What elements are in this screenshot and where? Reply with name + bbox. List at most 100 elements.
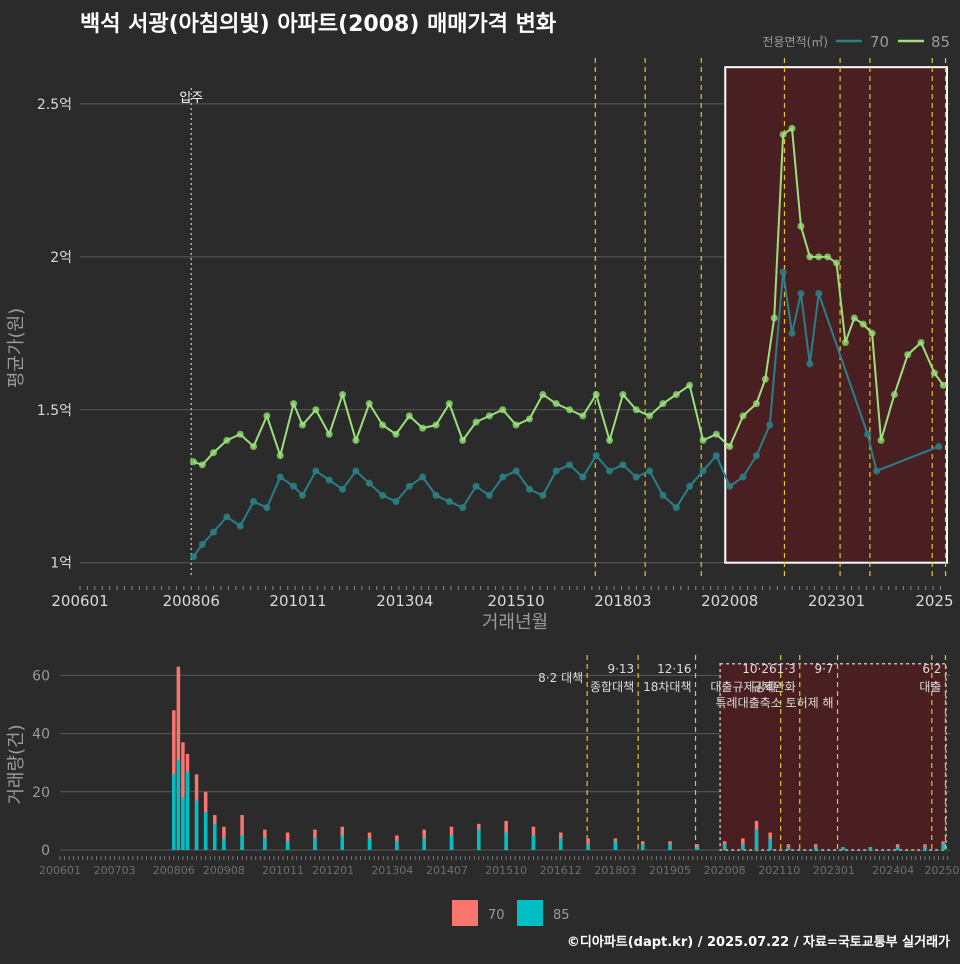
x-tick-label: 2025 (915, 592, 953, 610)
y-tick-label-bottom: 20 (32, 785, 50, 801)
bar-85 (213, 823, 217, 850)
x-tick-label-bottom: 200703 (94, 864, 136, 877)
bar-85 (668, 844, 672, 850)
bar-85 (722, 844, 727, 850)
bar-85 (222, 838, 226, 850)
highlight-box-bottom (719, 662, 947, 851)
bar-85 (263, 838, 267, 850)
bar-85 (285, 841, 290, 850)
bar-85 (181, 797, 185, 850)
legend-swatch-bar-85 (517, 900, 543, 926)
bar-85 (203, 812, 208, 850)
policy-label-bottom: 대출규제강화 (710, 680, 776, 694)
bar-85 (172, 774, 176, 850)
y-tick-label: 2억 (50, 250, 72, 266)
bar-85 (695, 847, 700, 850)
bar-85 (786, 847, 791, 850)
bar-85 (367, 838, 372, 850)
x-tick-label: 202008 (701, 592, 758, 610)
bar-85 (449, 835, 454, 850)
policy-label-top: 9·13 (607, 662, 634, 676)
x-tick-label: 200806 (163, 592, 220, 610)
bar-70 (240, 815, 244, 850)
bar-85 (895, 847, 900, 850)
policy-label-top: 6·2 (922, 662, 941, 676)
bar-85 (841, 847, 845, 850)
bar-85 (613, 841, 618, 850)
bar-70 (176, 666, 181, 850)
legend-label-85: 85 (931, 33, 950, 51)
highlight-box (724, 66, 949, 564)
x-tick-label-bottom: 201011 (262, 864, 304, 877)
x-tick-label-bottom: 202110 (758, 864, 800, 877)
footer-credit: ©디아파트(dapt.kr) / 2025.07.22 / 자료=국토교통부 실… (566, 935, 950, 950)
bar-85 (194, 800, 199, 850)
bar-85 (240, 835, 244, 850)
x-tick-label-bottom: 200806 (153, 864, 195, 877)
policy-label-bottom: 특례대출축소 토허제 해 (716, 696, 834, 710)
x-tick-label: 200601 (51, 592, 108, 610)
x-tick-label-bottom: 201612 (540, 864, 582, 877)
y-tick-label-bottom: 40 (32, 727, 50, 743)
x-tick-label-bottom: 200601 (39, 864, 81, 877)
legend-label-bar-85: 85 (553, 908, 570, 923)
x-tick-label-bottom: 201407 (426, 864, 468, 877)
policy-label-top: 1·3 (777, 662, 796, 676)
bar-85 (768, 838, 772, 850)
x-tick-label-bottom: 202008 (704, 864, 746, 877)
bar-85 (640, 844, 645, 850)
bar-85 (941, 844, 945, 850)
bar-85 (754, 829, 759, 850)
x-tick-label-bottom: 201905 (649, 864, 691, 877)
x-tick-label-bottom: 201304 (371, 864, 413, 877)
x-tick-label: 201510 (487, 592, 544, 610)
x-tick-label: 202301 (808, 592, 865, 610)
bar-85 (868, 847, 873, 850)
policy-label-bottom: 대출 (919, 680, 941, 694)
line-70 (192, 271, 940, 558)
legend-label-bar-70: 70 (488, 908, 505, 923)
policy-label-top: 10·26 (742, 662, 776, 676)
y-tick-label-bottom: 60 (32, 668, 50, 684)
bar-85 (504, 832, 508, 850)
bar-85 (176, 759, 181, 850)
y-tick-label-bottom: 0 (41, 843, 50, 859)
bar-85 (531, 835, 536, 850)
x-axis-title: 거래년월 (482, 612, 548, 633)
policy-label-bottom: 규제완화 (752, 680, 796, 694)
policy-label-bottom: 종합대책 (590, 679, 634, 694)
x-tick-label-bottom: 201201 (312, 864, 354, 877)
bar-70 (181, 742, 185, 850)
x-tick-label: 201304 (376, 592, 433, 610)
x-tick-label: 201011 (269, 592, 326, 610)
bar-85 (923, 847, 927, 850)
legend-label-70: 70 (870, 33, 889, 51)
bar-85 (586, 844, 590, 850)
x-tick-label-bottom: 202301 (813, 864, 855, 877)
x-tick-label-bottom: 202506 (924, 864, 960, 877)
y-axis-title-bottom: 거래량(건) (6, 724, 27, 804)
y-tick-label: 2.5억 (37, 97, 72, 113)
legend-swatch-bar-70 (452, 900, 478, 926)
policy-label-bottom: 18차대책 (643, 679, 691, 694)
x-tick-label-bottom: 202404 (872, 864, 914, 877)
bar-85 (313, 838, 317, 850)
bar-85 (340, 835, 345, 850)
bar-85 (559, 838, 563, 850)
y-tick-label: 1.5억 (37, 403, 72, 419)
bar-85 (813, 847, 818, 850)
bar-85 (741, 844, 745, 850)
bar-85 (185, 771, 190, 850)
y-tick-label: 1억 (50, 556, 72, 572)
y-axis-title: 평균가(원) (6, 308, 27, 388)
bar-85 (395, 841, 399, 850)
legend-title: 전용면적(㎡) (762, 35, 828, 49)
bar-85 (422, 838, 426, 850)
bar-85 (477, 829, 481, 850)
x-tick-label-bottom: 201803 (594, 864, 636, 877)
move-in-label: 입주 (179, 91, 203, 106)
x-tick-label: 201803 (594, 592, 651, 610)
x-tick-label-bottom: 200908 (203, 864, 245, 877)
